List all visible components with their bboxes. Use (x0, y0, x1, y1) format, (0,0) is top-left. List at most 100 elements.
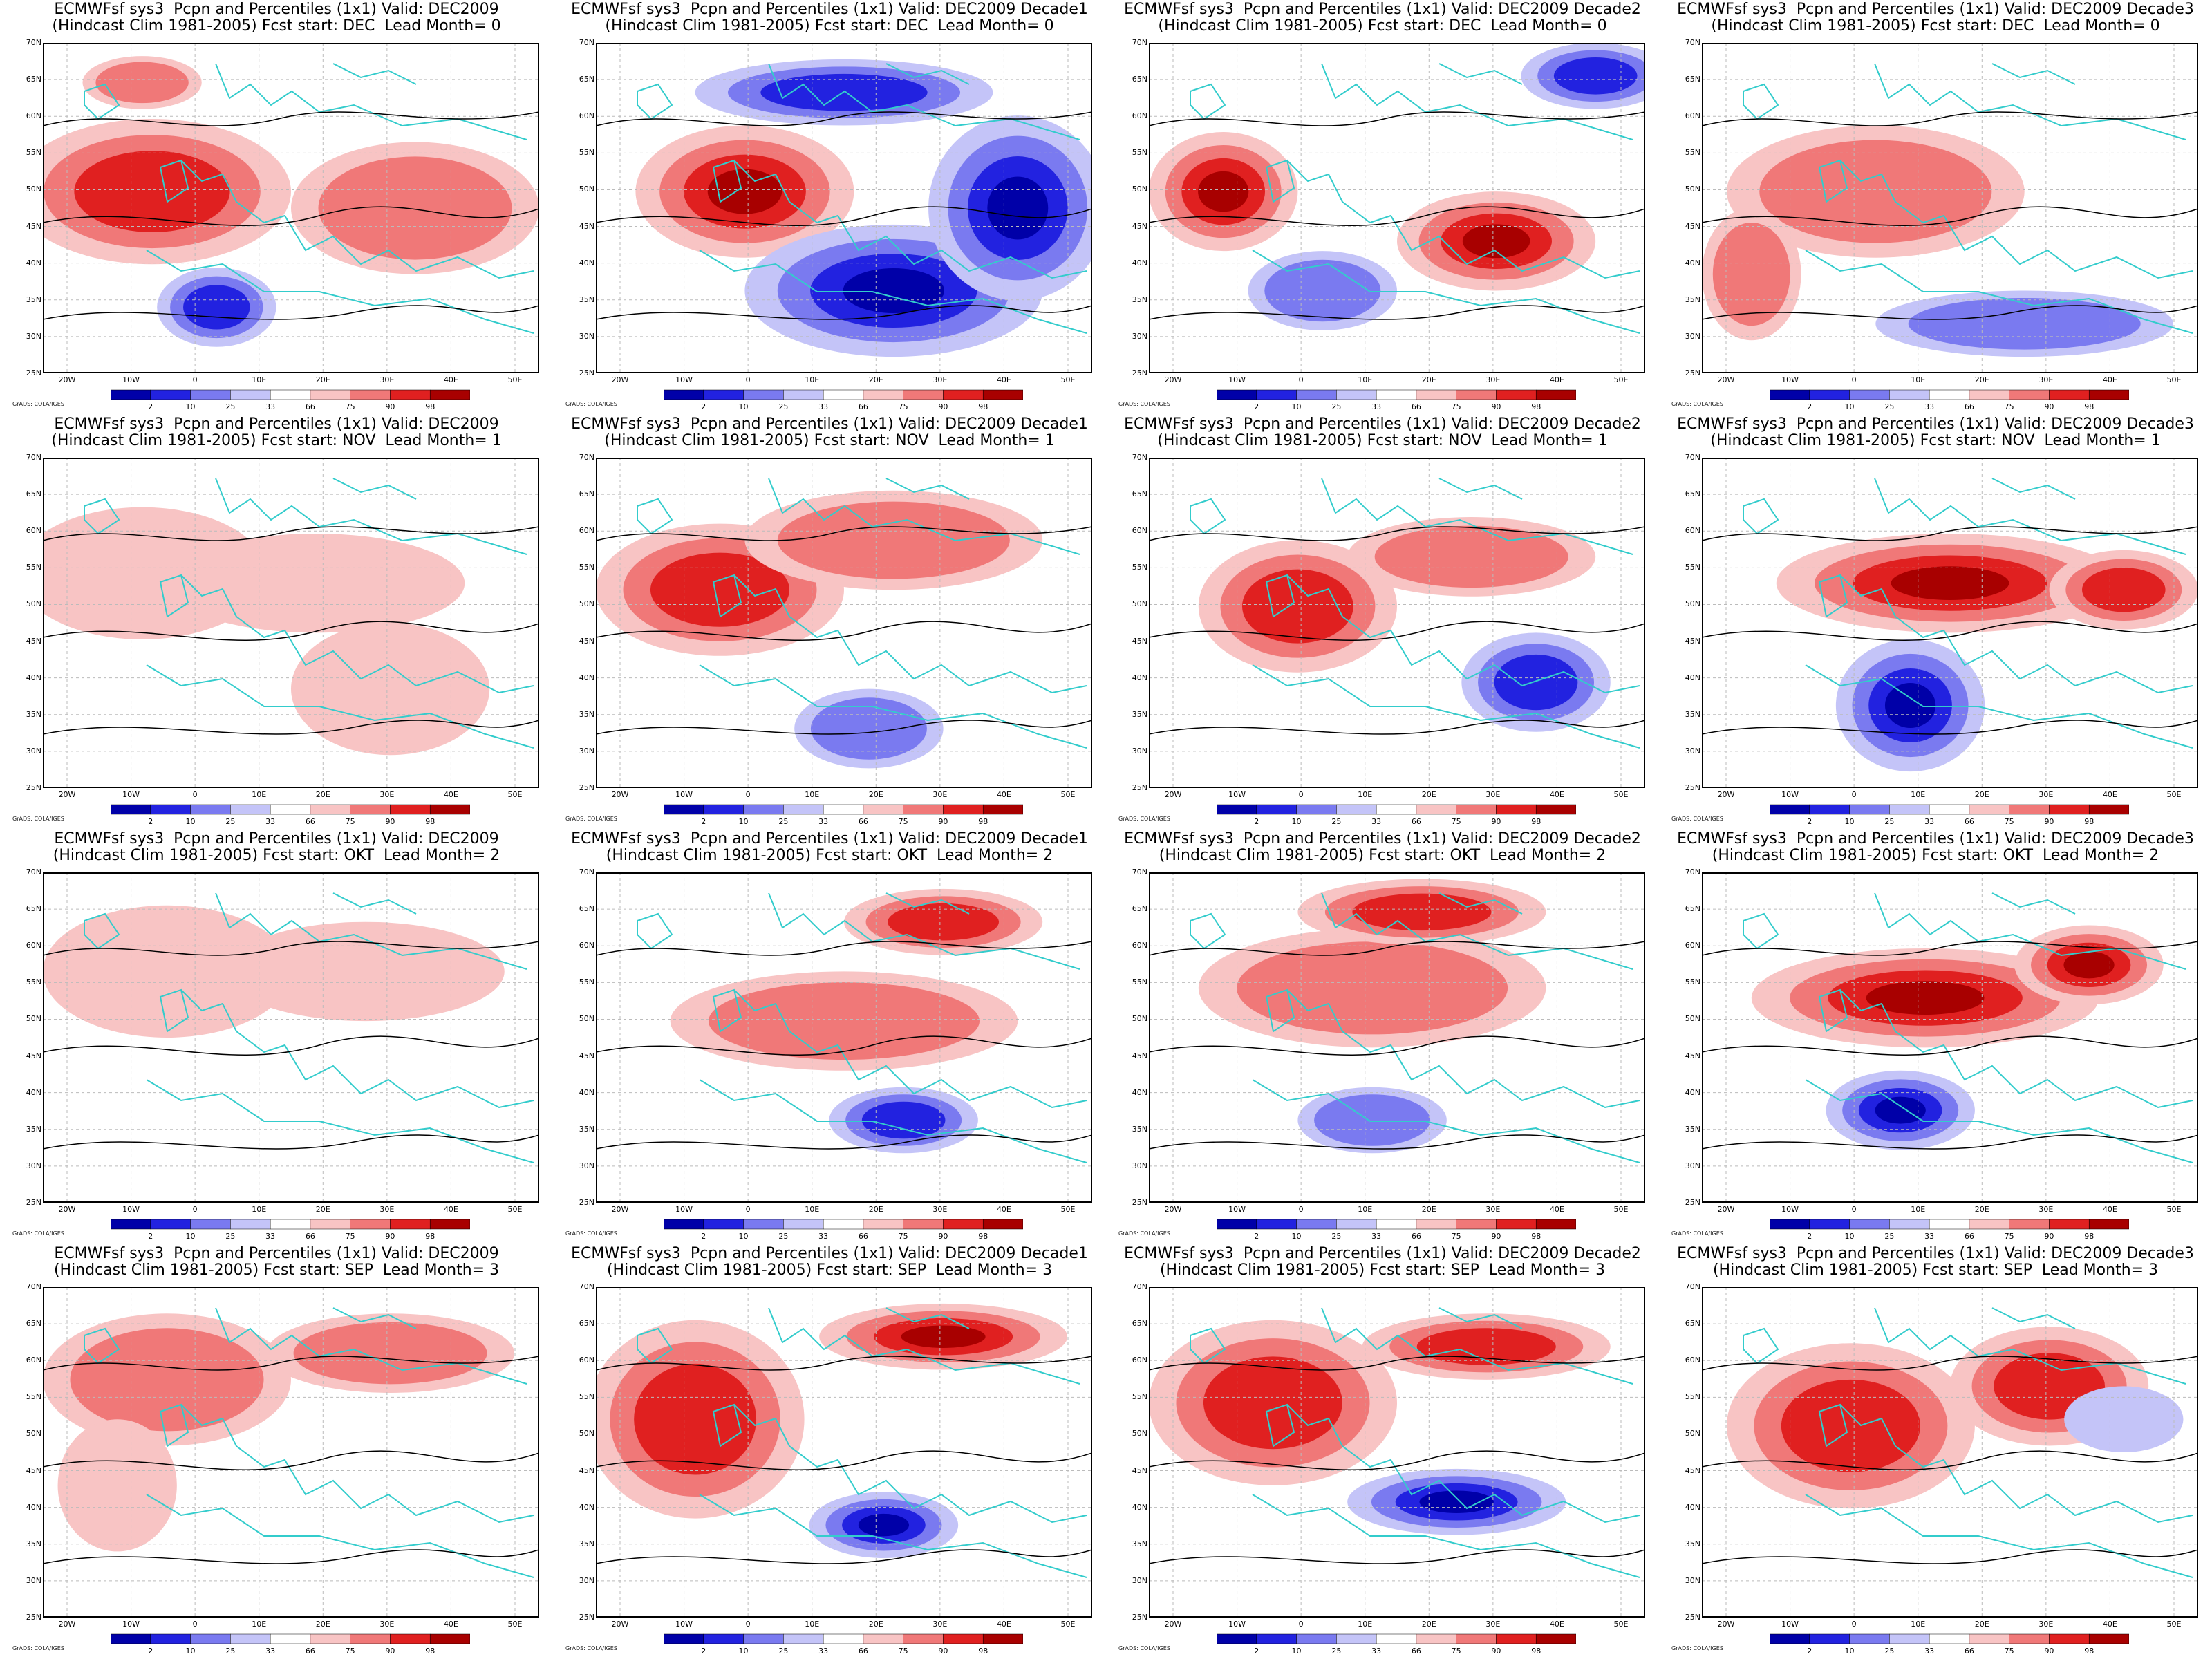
longitude-label: 10W (675, 1205, 693, 1214)
colorbar-tick: 98 (2084, 1647, 2094, 1656)
latitude-label: 60N (1132, 526, 1147, 536)
latitude-label: 45N (26, 1465, 41, 1475)
map-panel: ECMWFsf sys3 Pcpn and Percentiles (1x1) … (560, 1244, 1099, 1659)
colorbar-segment (2088, 1219, 2129, 1230)
latitude-label: 65N (26, 1319, 41, 1329)
latitude-label: 35N (26, 294, 41, 304)
colorbar-segment (150, 389, 191, 400)
latitude-label: 25N (1685, 1198, 1700, 1207)
colorbar-tick: 10 (1291, 817, 1302, 826)
colorbar-tick: 10 (1291, 1647, 1302, 1656)
credit-text: GrADS: COLA/IGES (1671, 401, 1723, 407)
longitude-label: 40E (1549, 1205, 1564, 1214)
latitude-label: 35N (1685, 294, 1700, 304)
latitude-label: 65N (1132, 1319, 1147, 1329)
longitude-label: 10E (805, 1205, 820, 1214)
credit-text: GrADS: COLA/IGES (1671, 1230, 1723, 1237)
anomaly-shading (74, 151, 230, 232)
colorbar-segment (1809, 1219, 1850, 1230)
colorbar-segment (943, 1219, 984, 1230)
climatology-contour (1149, 1356, 1645, 1564)
latitude-label: 25N (579, 368, 594, 377)
latitude-label: 45N (579, 1051, 594, 1060)
longitude-label: 10W (1781, 1620, 1799, 1629)
colorbar-segment (310, 804, 350, 815)
latitude-label: 55N (1685, 148, 1700, 158)
latitude-label: 65N (1132, 489, 1147, 499)
latitude-label: 45N (1132, 636, 1147, 646)
colorbar-tick: 66 (1964, 817, 1974, 826)
latitude-label: 55N (26, 977, 41, 987)
colorbar (1217, 804, 1576, 815)
coastline (84, 892, 534, 1163)
latitude-label: 65N (26, 904, 41, 914)
longitude-label: 20E (868, 1620, 883, 1629)
latitude-label: 50N (26, 185, 41, 194)
map-panel: ECMWFsf sys3 Pcpn and Percentiles (1x1) … (7, 830, 546, 1244)
latitude-label: 40N (1685, 673, 1700, 682)
longitude-label: 0 (192, 1620, 198, 1629)
latitude-label: 50N (1685, 599, 1700, 609)
latitude-label: 60N (1132, 941, 1147, 950)
credit-text: GrADS: COLA/IGES (565, 1645, 617, 1651)
coastline (637, 478, 1087, 749)
longitude-label: 40E (1549, 375, 1564, 384)
longitude-label: 40E (443, 790, 458, 799)
colorbar-segment (230, 804, 271, 815)
colorbar-segment (2088, 1633, 2129, 1644)
colorbar-tick: 10 (185, 1647, 196, 1656)
longitude-label: 50E (1613, 1620, 1629, 1629)
latitude-label: 35N (26, 709, 41, 719)
colorbar-segment (823, 1633, 864, 1644)
coastline (637, 1307, 1087, 1578)
colorbar-segment (1969, 804, 2009, 815)
panel-title: ECMWFsf sys3 Pcpn and Percentiles (1x1) … (54, 1245, 499, 1262)
latitude-label: 70N (579, 453, 594, 462)
colorbar-segment (1929, 389, 1970, 400)
latitude-label: 65N (1685, 489, 1700, 499)
colorbar-segment (664, 1219, 704, 1230)
longitude-label: 20E (1974, 1620, 1989, 1629)
anomaly-shading (318, 156, 512, 260)
panel-subtitle: (Hindcast Clim 1981-2005) Fcst start: OK… (606, 847, 1053, 864)
latitude-label: 45N (1685, 1051, 1700, 1060)
map-panel: ECMWFsf sys3 Pcpn and Percentiles (1x1) … (7, 1244, 546, 1659)
latitude-label: 45N (579, 221, 594, 231)
credit-text: GrADS: COLA/IGES (12, 401, 64, 407)
colorbar-segment (429, 389, 470, 400)
colorbar-segment (783, 804, 824, 815)
colorbar-tick: 66 (305, 1232, 315, 1241)
longitude-label: 20W (58, 1205, 76, 1214)
latitude-label: 35N (1132, 1539, 1147, 1548)
colorbar-segment (190, 389, 231, 400)
colorbar-segment (743, 804, 784, 815)
latitude-label: 25N (26, 1613, 41, 1622)
longitude-label: 20W (1717, 1205, 1735, 1214)
anomaly-shading (167, 533, 465, 633)
latitude-label: 30N (1685, 1575, 1700, 1585)
colorbar-segment (111, 1633, 151, 1644)
colorbar-segment (230, 389, 271, 400)
panel-title: ECMWFsf sys3 Pcpn and Percentiles (1x1) … (54, 1, 499, 18)
colorbar-tick: 33 (818, 1232, 829, 1241)
colorbar-segment (1969, 389, 2009, 400)
longitude-label: 50E (2166, 1205, 2182, 1214)
colorbar-segment (823, 389, 864, 400)
colorbar-tick: 2 (1254, 1647, 1259, 1656)
colorbar-segment (743, 1219, 784, 1230)
latitude-label: 40N (1132, 1087, 1147, 1097)
coastline (1190, 478, 1640, 749)
colorbar-segment (150, 1219, 191, 1230)
colorbar-tick: 2 (701, 1647, 706, 1656)
credit-text: GrADS: COLA/IGES (1118, 1230, 1170, 1237)
colorbar-segment (1416, 1633, 1456, 1644)
latitude-label: 45N (26, 1051, 41, 1060)
longitude-label: 40E (2102, 375, 2117, 384)
latitude-label: 25N (579, 783, 594, 792)
panel-title: ECMWFsf sys3 Pcpn and Percentiles (1x1) … (54, 415, 499, 433)
colorbar (111, 389, 470, 400)
map-panel: ECMWFsf sys3 Pcpn and Percentiles (1x1) … (560, 830, 1099, 1244)
longitude-label: 40E (996, 1620, 1011, 1629)
colorbar-tick: 2 (701, 402, 706, 411)
colorbar (1770, 1219, 2129, 1230)
